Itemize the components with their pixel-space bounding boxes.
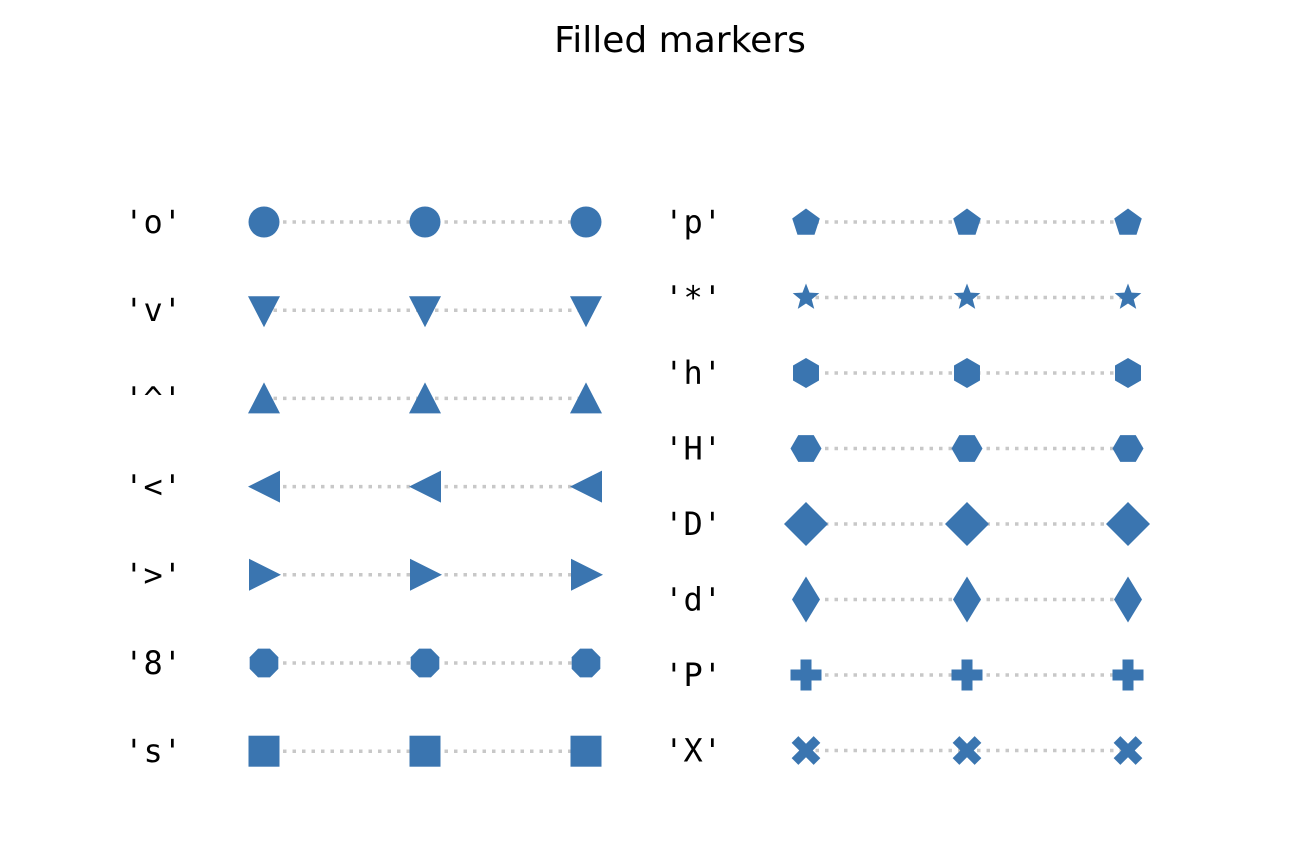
marker-row: '<' bbox=[124, 468, 602, 506]
marker-triangle-down bbox=[570, 296, 602, 328]
marker-x-filled bbox=[791, 736, 821, 765]
marker-plus-filled bbox=[1112, 659, 1144, 691]
marker-x-filled bbox=[1113, 736, 1143, 765]
marker-row: '*' bbox=[664, 279, 1142, 317]
marker-row: '8' bbox=[124, 644, 601, 682]
marker-row: 'H' bbox=[664, 430, 1144, 468]
marker-label: '8' bbox=[124, 644, 182, 682]
marker-label: 'o' bbox=[124, 203, 182, 241]
marker-pentagon bbox=[1114, 208, 1142, 235]
marker-star bbox=[792, 283, 820, 309]
marker-row: '>' bbox=[124, 556, 603, 594]
marker-octagon bbox=[410, 648, 440, 678]
marker-row: 'h' bbox=[664, 354, 1141, 392]
marker-triangle-right bbox=[249, 558, 281, 591]
marker-label: '>' bbox=[124, 556, 182, 594]
marker-label: 'D' bbox=[664, 505, 722, 543]
marker-row: 's' bbox=[124, 732, 602, 770]
marker-panel-right: 'p' '*' 'h' 'H' 'D' 'd' 'P' 'X' bbox=[664, 203, 1150, 770]
marker-panel-left: 'o' 'v' '^' '<' '>' '8' 's' bbox=[124, 203, 603, 770]
marker-hexagon-horizontal bbox=[1112, 435, 1144, 462]
marker-label: '<' bbox=[124, 468, 182, 506]
marker-triangle-left bbox=[570, 470, 602, 503]
marker-row: '^' bbox=[124, 379, 602, 417]
marker-diamond bbox=[945, 502, 989, 546]
marker-row: 'p' bbox=[664, 203, 1142, 241]
marker-label: 'p' bbox=[664, 203, 722, 241]
marker-label: 's' bbox=[124, 732, 182, 770]
marker-triangle-down bbox=[409, 296, 441, 328]
marker-row: 'v' bbox=[124, 291, 602, 329]
marker-triangle-down bbox=[248, 296, 280, 328]
marker-triangle-left bbox=[248, 470, 280, 503]
marker-octagon bbox=[249, 648, 279, 678]
marker-pentagon bbox=[792, 208, 820, 235]
marker-label: 'd' bbox=[664, 581, 722, 619]
marker-star bbox=[953, 283, 981, 309]
marker-triangle-right bbox=[410, 558, 442, 591]
marker-circle bbox=[409, 206, 441, 238]
marker-star bbox=[1114, 283, 1142, 309]
marker-diamond bbox=[784, 502, 828, 546]
marker-label: 'v' bbox=[124, 291, 182, 329]
marker-hexagon-vertical bbox=[1115, 358, 1141, 388]
marker-hexagon-horizontal bbox=[790, 435, 822, 462]
marker-plus-filled bbox=[790, 659, 822, 691]
marker-hexagon-vertical bbox=[954, 358, 980, 388]
marker-row: 'D' bbox=[664, 502, 1150, 546]
marker-square bbox=[409, 735, 441, 767]
marker-triangle-up bbox=[570, 382, 602, 414]
marker-plus-filled bbox=[951, 659, 983, 691]
marker-diamond bbox=[1106, 502, 1150, 546]
marker-label: 'P' bbox=[664, 656, 722, 694]
marker-x-filled bbox=[952, 736, 982, 765]
marker-thin-diamond bbox=[792, 576, 820, 623]
chart-title: Filled markers bbox=[554, 20, 806, 61]
marker-triangle-left bbox=[409, 470, 441, 503]
marker-square bbox=[570, 735, 602, 767]
marker-label: 'h' bbox=[664, 354, 722, 392]
marker-thin-diamond bbox=[953, 576, 981, 623]
marker-label: 'H' bbox=[664, 430, 722, 468]
marker-triangle-right bbox=[571, 558, 603, 591]
marker-row: 'd' bbox=[664, 576, 1142, 623]
marker-label: 'X' bbox=[664, 732, 722, 770]
marker-label: '^' bbox=[124, 379, 182, 417]
marker-pentagon bbox=[953, 208, 981, 235]
marker-square bbox=[248, 735, 280, 767]
marker-triangle-up bbox=[409, 382, 441, 414]
marker-triangle-up bbox=[248, 382, 280, 414]
marker-row: 'P' bbox=[664, 656, 1144, 694]
marker-row: 'X' bbox=[664, 732, 1143, 770]
marker-hexagon-vertical bbox=[793, 358, 819, 388]
marker-label: '*' bbox=[664, 279, 722, 317]
marker-circle bbox=[248, 206, 280, 238]
marker-hexagon-horizontal bbox=[951, 435, 983, 462]
marker-circle bbox=[570, 206, 602, 238]
marker-octagon bbox=[571, 648, 601, 678]
marker-thin-diamond bbox=[1114, 576, 1142, 623]
marker-row: 'o' bbox=[124, 203, 602, 241]
